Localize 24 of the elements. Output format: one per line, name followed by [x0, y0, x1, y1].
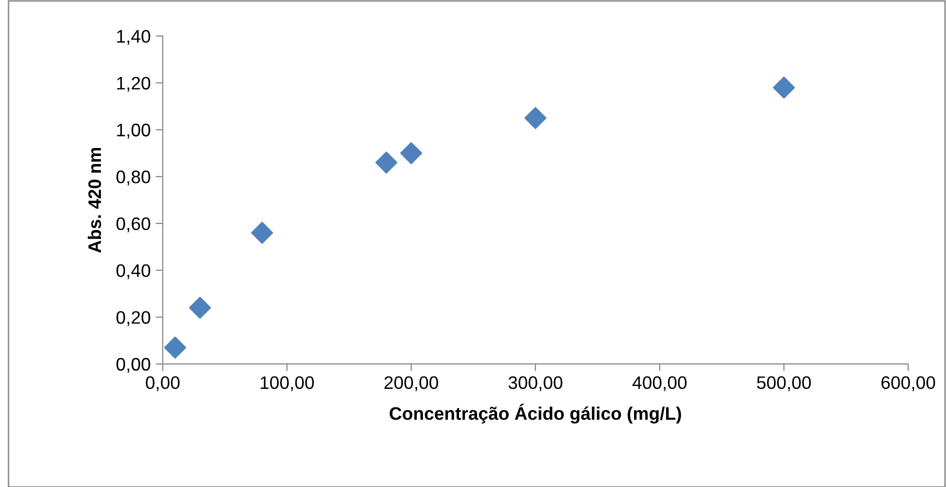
- y-tick-label: 0,40: [116, 264, 150, 280]
- point: [188, 296, 211, 319]
- x-tick-label: 300,00: [508, 376, 562, 392]
- y-tick-label: 0,20: [116, 311, 150, 326]
- point: [375, 152, 398, 174]
- x-tick-label: 100,00: [260, 376, 314, 392]
- y-tick-label: 0,00: [116, 358, 150, 373]
- y-tick-label: 1,20: [117, 76, 150, 92]
- x-tick-label: 200,00: [384, 376, 438, 392]
- x-tick-label: 500,00: [757, 376, 811, 392]
- y-tick-label: 0,80: [116, 170, 150, 186]
- y-tick-label: 1,40: [117, 30, 150, 45]
- y-axis-title: Abs. 420 nm: [88, 148, 102, 253]
- point: [400, 142, 422, 164]
- x-tick-label: 600,00: [881, 376, 936, 392]
- point: [164, 336, 186, 359]
- point: [772, 76, 795, 99]
- point: [251, 222, 274, 244]
- x-tick-label: 0,00: [146, 376, 180, 392]
- x-axis-title: Concentração Ácido gálico (mg/L): [390, 404, 682, 424]
- x-tick-label: 400,00: [632, 376, 687, 392]
- point: [524, 107, 546, 130]
- y-tick-label: 0,60: [116, 217, 150, 232]
- y-tick-label: 1,00: [117, 124, 150, 139]
